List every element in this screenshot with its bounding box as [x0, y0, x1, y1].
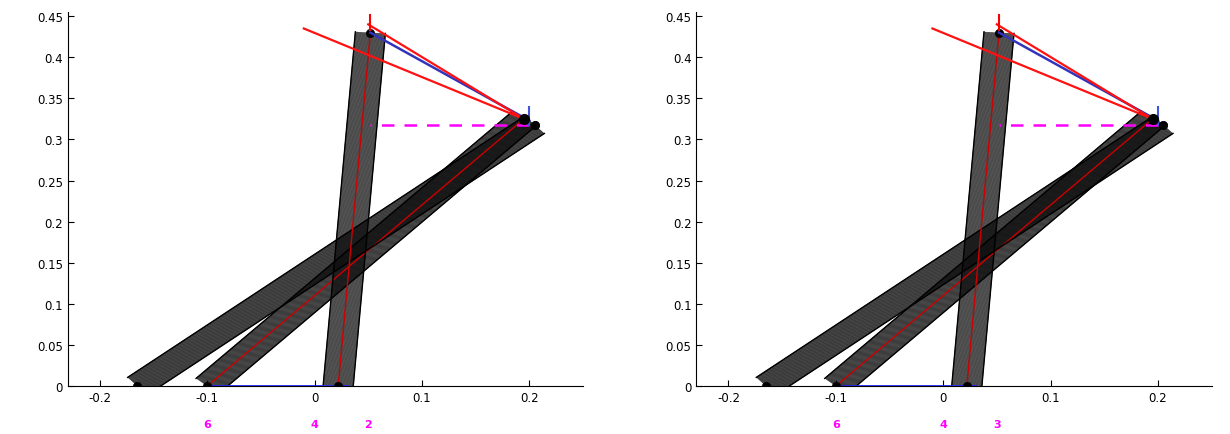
Text: 6: 6: [203, 419, 212, 429]
Text: 3: 3: [993, 419, 1001, 429]
Text: 2: 2: [364, 419, 373, 429]
Text: 4: 4: [311, 419, 319, 429]
Text: 4: 4: [940, 419, 947, 429]
Text: 6: 6: [831, 419, 840, 429]
